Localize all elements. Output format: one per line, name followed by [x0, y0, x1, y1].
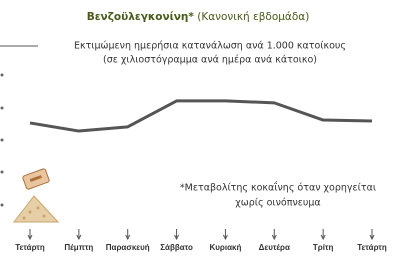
subtitle-line: (σε χιλιοστόγραμμα ανά ημέρα ανά κάτοικο…: [103, 55, 317, 66]
data-line: [30, 101, 372, 131]
x-tick-label: Τρίτη: [313, 243, 334, 252]
icon-pile: [14, 196, 58, 222]
subtitle-line: Εκτιμώμενη ημερήσια κατανάλωση ανά 1.000…: [74, 41, 346, 52]
annotation: *Μεταβολίτης κοκαΐνης όταν χορηγείται: [180, 182, 376, 194]
title-note: (Κανονική εβδομάδα): [197, 11, 309, 23]
title-main: Βενζοϋλεγκονίνη*: [87, 11, 195, 23]
x-tick-label: Κυριακή: [209, 243, 241, 252]
x-tick-label: Πέμπτη: [64, 243, 93, 252]
x-tick-label: Δευτέρα: [259, 243, 290, 252]
annotation: χωρίς οινόπνευμα: [235, 198, 320, 209]
icon-razor: [22, 168, 49, 189]
x-tick-label: Τετάρτη: [357, 243, 387, 252]
x-tick-label: Σάββατο: [160, 243, 193, 252]
chart: Βενζοϋλεγκονίνη* (Κανονική εβδομάδα) Εκτ…: [0, 0, 396, 264]
x-tick-label: Τετάρτη: [15, 243, 45, 252]
x-tick-label: Παρασκευή: [106, 243, 150, 252]
axis-dots: [1, 74, 4, 207]
chart-title: Βενζοϋλεγκονίνη* (Κανονική εβδομάδα): [87, 11, 310, 23]
